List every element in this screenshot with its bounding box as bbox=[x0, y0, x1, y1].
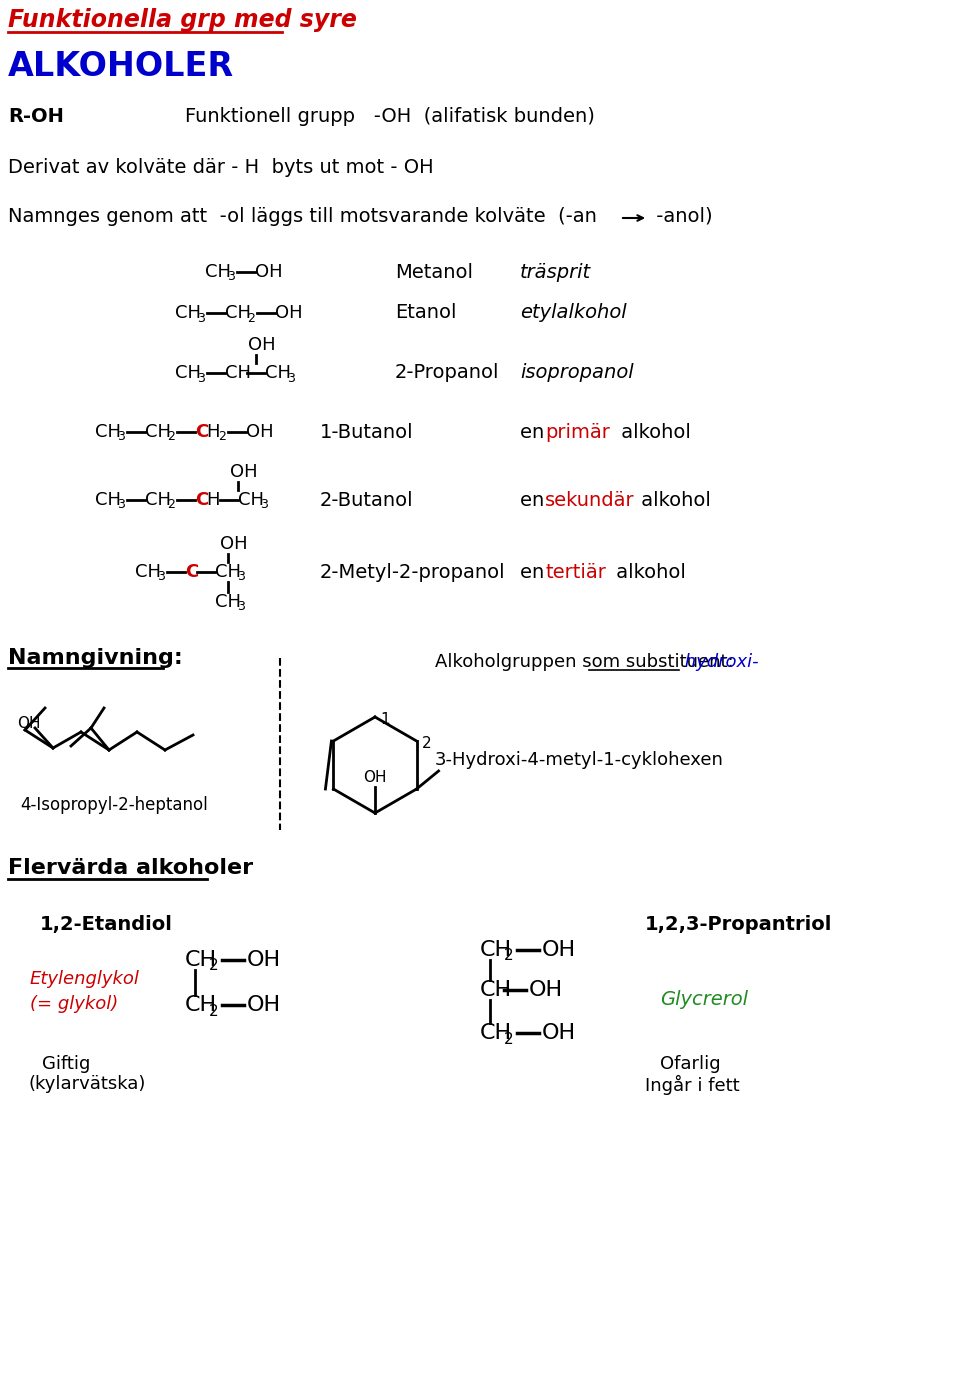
Text: OH: OH bbox=[247, 995, 281, 1016]
Text: CH: CH bbox=[480, 940, 512, 960]
Text: Funktionella grp med syre: Funktionella grp med syre bbox=[8, 8, 357, 32]
Text: hydroxi-: hydroxi- bbox=[679, 653, 758, 671]
Text: OH: OH bbox=[248, 336, 276, 354]
Text: CH: CH bbox=[175, 304, 201, 322]
Text: CH: CH bbox=[145, 491, 171, 509]
Text: H: H bbox=[206, 491, 220, 509]
Text: 3: 3 bbox=[117, 431, 125, 444]
Text: ALKOHOLER: ALKOHOLER bbox=[8, 50, 234, 82]
Text: CH: CH bbox=[135, 564, 161, 580]
Text: CH: CH bbox=[185, 995, 217, 1016]
Text: 2: 2 bbox=[421, 735, 431, 751]
Text: (kylarvätska): (kylarvätska) bbox=[28, 1076, 145, 1094]
Text: etylalkohol: etylalkohol bbox=[520, 304, 627, 322]
Text: CH: CH bbox=[215, 593, 241, 611]
Text: CH: CH bbox=[95, 423, 121, 441]
Text: 1,2-Etandiol: 1,2-Etandiol bbox=[40, 915, 173, 935]
Text: 2: 2 bbox=[167, 431, 175, 444]
Text: 2: 2 bbox=[504, 949, 514, 964]
Text: H: H bbox=[206, 423, 220, 441]
Text: CH: CH bbox=[225, 304, 251, 322]
Text: R-OH: R-OH bbox=[8, 107, 64, 126]
Text: 3-Hydroxi-4-metyl-1-cyklohexen: 3-Hydroxi-4-metyl-1-cyklohexen bbox=[435, 751, 724, 769]
Text: 1: 1 bbox=[380, 711, 390, 727]
Text: -anol): -anol) bbox=[650, 206, 712, 226]
Text: Giftig: Giftig bbox=[42, 1055, 90, 1073]
Text: 1,2,3-Propantriol: 1,2,3-Propantriol bbox=[645, 915, 832, 935]
Text: 3: 3 bbox=[197, 311, 204, 325]
Text: OH: OH bbox=[220, 536, 248, 552]
Text: CH: CH bbox=[225, 364, 251, 382]
Text: alkohol: alkohol bbox=[610, 562, 685, 582]
Text: 2: 2 bbox=[504, 1031, 514, 1046]
Text: C: C bbox=[185, 564, 199, 580]
Text: 3: 3 bbox=[117, 498, 125, 512]
Text: CH: CH bbox=[480, 1023, 512, 1043]
Text: 3: 3 bbox=[157, 571, 165, 583]
Text: tertiär: tertiär bbox=[545, 562, 606, 582]
Text: 1-Butanol: 1-Butanol bbox=[320, 423, 414, 441]
Text: CH: CH bbox=[145, 423, 171, 441]
Text: OH: OH bbox=[255, 264, 282, 280]
Text: C: C bbox=[195, 491, 208, 509]
Text: OH: OH bbox=[542, 940, 576, 960]
Text: 2: 2 bbox=[209, 958, 219, 974]
Text: CH: CH bbox=[238, 491, 264, 509]
Text: 3: 3 bbox=[227, 271, 235, 283]
Text: OH: OH bbox=[363, 770, 387, 784]
Text: Flervärda alkoholer: Flervärda alkoholer bbox=[8, 858, 253, 877]
Text: alkohol: alkohol bbox=[635, 491, 710, 509]
Text: OH: OH bbox=[230, 463, 257, 481]
Text: primär: primär bbox=[545, 423, 610, 441]
Text: Ingår i fett: Ingår i fett bbox=[645, 1076, 739, 1095]
Text: 2: 2 bbox=[167, 498, 175, 512]
Text: CH: CH bbox=[205, 264, 231, 280]
Text: 2-Metyl-2-propanol: 2-Metyl-2-propanol bbox=[320, 562, 506, 582]
Text: OH: OH bbox=[275, 304, 302, 322]
Text: OH: OH bbox=[529, 981, 564, 1000]
Text: träsprit: träsprit bbox=[520, 262, 591, 282]
Text: 2: 2 bbox=[209, 1003, 219, 1018]
Text: Etanol: Etanol bbox=[395, 304, 457, 322]
Text: 2-Propanol: 2-Propanol bbox=[395, 364, 499, 382]
Text: en: en bbox=[520, 491, 550, 509]
Text: CH: CH bbox=[185, 950, 217, 970]
Text: 2-Butanol: 2-Butanol bbox=[320, 491, 414, 509]
Text: 2: 2 bbox=[247, 311, 254, 325]
Text: (= glykol): (= glykol) bbox=[30, 995, 118, 1013]
Text: OH: OH bbox=[542, 1023, 576, 1043]
Text: CH: CH bbox=[95, 491, 121, 509]
Text: 4-Isopropyl-2-heptanol: 4-Isopropyl-2-heptanol bbox=[20, 797, 207, 815]
Text: CH: CH bbox=[215, 564, 241, 580]
Text: Etylenglykol: Etylenglykol bbox=[30, 970, 140, 988]
Text: 3: 3 bbox=[260, 498, 268, 512]
Text: alkohol: alkohol bbox=[615, 423, 691, 441]
Text: 3: 3 bbox=[237, 600, 245, 614]
Text: OH: OH bbox=[17, 717, 40, 731]
Text: 2: 2 bbox=[218, 431, 226, 444]
Text: en: en bbox=[520, 562, 550, 582]
Text: OH: OH bbox=[247, 950, 281, 970]
Text: C: C bbox=[195, 423, 208, 441]
Text: Alkoholgruppen som substituent:: Alkoholgruppen som substituent: bbox=[435, 653, 739, 671]
Text: Namngivning:: Namngivning: bbox=[8, 649, 182, 668]
Text: 3: 3 bbox=[237, 571, 245, 583]
Text: Funktionell grupp   -OH  (alifatisk bunden): Funktionell grupp -OH (alifatisk bunden) bbox=[185, 107, 595, 126]
Text: CH: CH bbox=[480, 981, 512, 1000]
Text: CH: CH bbox=[175, 364, 201, 382]
Text: sekundär: sekundär bbox=[545, 491, 635, 509]
Text: en: en bbox=[520, 423, 550, 441]
Text: Namnges genom att  -ol läggs till motsvarande kolväte  (-an: Namnges genom att -ol läggs till motsvar… bbox=[8, 206, 610, 226]
Text: Derivat av kolväte där - H  byts ut mot - OH: Derivat av kolväte där - H byts ut mot -… bbox=[8, 158, 434, 177]
Text: isopropanol: isopropanol bbox=[520, 364, 634, 382]
Text: Glycrerol: Glycrerol bbox=[660, 990, 748, 1009]
Text: Metanol: Metanol bbox=[395, 262, 473, 282]
Text: Ofarlig: Ofarlig bbox=[660, 1055, 721, 1073]
Text: 3: 3 bbox=[287, 371, 295, 385]
Text: 3: 3 bbox=[197, 371, 204, 385]
Text: CH: CH bbox=[265, 364, 291, 382]
Text: OH: OH bbox=[246, 423, 274, 441]
